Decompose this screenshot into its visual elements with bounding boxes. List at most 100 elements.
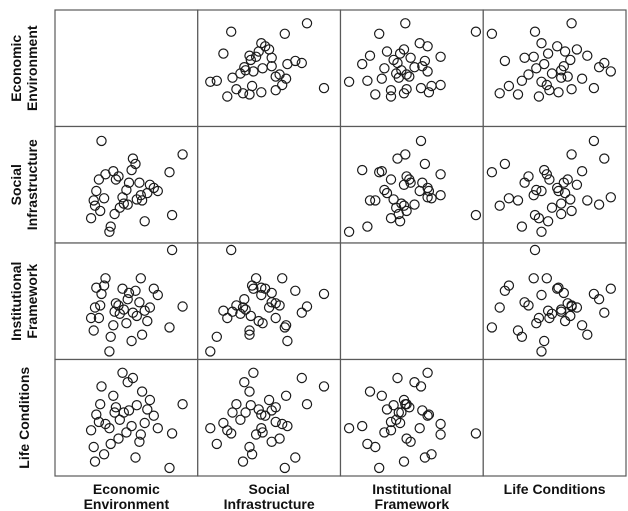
data-point — [296, 57, 307, 69]
data-point — [414, 423, 425, 434]
data-point — [100, 273, 111, 284]
data-point — [117, 367, 128, 378]
data-point — [556, 72, 567, 83]
data-point — [556, 65, 567, 76]
data-point — [105, 331, 116, 342]
data-point — [205, 346, 216, 357]
data-point — [237, 302, 249, 313]
data-point — [400, 149, 411, 160]
data-point — [423, 185, 435, 197]
cell-inst-vs-inst — [339, 242, 484, 361]
data-point — [499, 55, 511, 67]
data-point — [257, 318, 268, 329]
data-point — [122, 294, 133, 305]
data-point — [394, 216, 406, 227]
data-point — [279, 462, 290, 474]
data-point — [301, 301, 313, 312]
data-point — [142, 404, 153, 415]
data-point — [139, 417, 150, 429]
data-point — [494, 88, 505, 99]
data-point — [245, 400, 256, 411]
data-point — [164, 166, 175, 178]
data-point — [503, 280, 515, 291]
data-point — [376, 390, 387, 401]
data-point — [533, 312, 545, 324]
data-point — [96, 288, 107, 300]
data-point — [435, 51, 446, 63]
data-point — [225, 244, 237, 256]
data-point — [426, 449, 437, 460]
cell-inst-vs-econ — [54, 242, 199, 361]
data-point — [419, 452, 431, 463]
data-point — [422, 367, 433, 378]
data-point — [260, 410, 271, 421]
row-label-econ: EconomicEnvironment — [8, 25, 40, 111]
data-point — [516, 221, 528, 232]
data-point — [130, 285, 141, 296]
data-point — [148, 283, 159, 294]
data-point — [211, 331, 222, 342]
data-point — [423, 87, 435, 98]
data-point — [536, 76, 547, 88]
data-point — [270, 298, 281, 309]
data-point — [494, 302, 505, 313]
data-point — [370, 195, 381, 206]
data-point — [279, 28, 290, 39]
data-point — [576, 165, 588, 177]
cell-econ-vs-econ — [54, 9, 199, 128]
data-point — [394, 48, 406, 59]
data-point — [266, 52, 277, 64]
data-point — [166, 209, 178, 221]
data-point — [152, 423, 163, 434]
data-point — [277, 273, 288, 284]
data-point — [494, 200, 505, 211]
data-point — [121, 318, 132, 329]
data-point — [391, 202, 402, 213]
cell-life-vs-life — [482, 358, 627, 477]
data-point — [244, 386, 255, 397]
data-point — [222, 91, 233, 102]
data-point — [556, 208, 567, 220]
data-point — [256, 87, 267, 98]
data-point — [558, 287, 570, 299]
data-point — [556, 198, 567, 209]
data-point — [126, 335, 137, 347]
data-point — [470, 26, 482, 37]
data-point — [381, 187, 393, 199]
data-point — [134, 436, 145, 447]
data-point — [419, 158, 431, 170]
data-point — [139, 216, 150, 227]
data-point — [486, 166, 498, 178]
data-point — [274, 433, 285, 444]
data-point — [374, 28, 385, 39]
data-point — [318, 381, 330, 392]
data-point — [270, 312, 281, 324]
data-point — [240, 407, 251, 418]
data-point — [381, 46, 393, 57]
data-point — [542, 48, 554, 59]
data-point — [343, 226, 355, 237]
data-point — [553, 185, 564, 197]
data-point — [290, 452, 301, 463]
data-point — [404, 71, 415, 82]
data-point — [593, 61, 605, 73]
data-point — [237, 456, 249, 467]
data-point — [244, 329, 255, 340]
data-point — [362, 75, 373, 87]
data-point — [136, 195, 148, 206]
data-point — [565, 194, 576, 205]
cell-social-vs-life — [482, 125, 627, 244]
data-point — [401, 171, 412, 182]
data-point — [139, 305, 150, 316]
data-point — [177, 399, 188, 410]
data-point — [130, 452, 141, 463]
data-point — [245, 54, 256, 66]
data-point — [512, 195, 524, 206]
data-point — [89, 200, 101, 211]
data-point — [542, 216, 554, 227]
data-point — [135, 429, 146, 440]
data-point — [114, 202, 126, 213]
data-point — [266, 287, 277, 299]
data-point — [566, 149, 577, 160]
data-point — [282, 58, 293, 70]
